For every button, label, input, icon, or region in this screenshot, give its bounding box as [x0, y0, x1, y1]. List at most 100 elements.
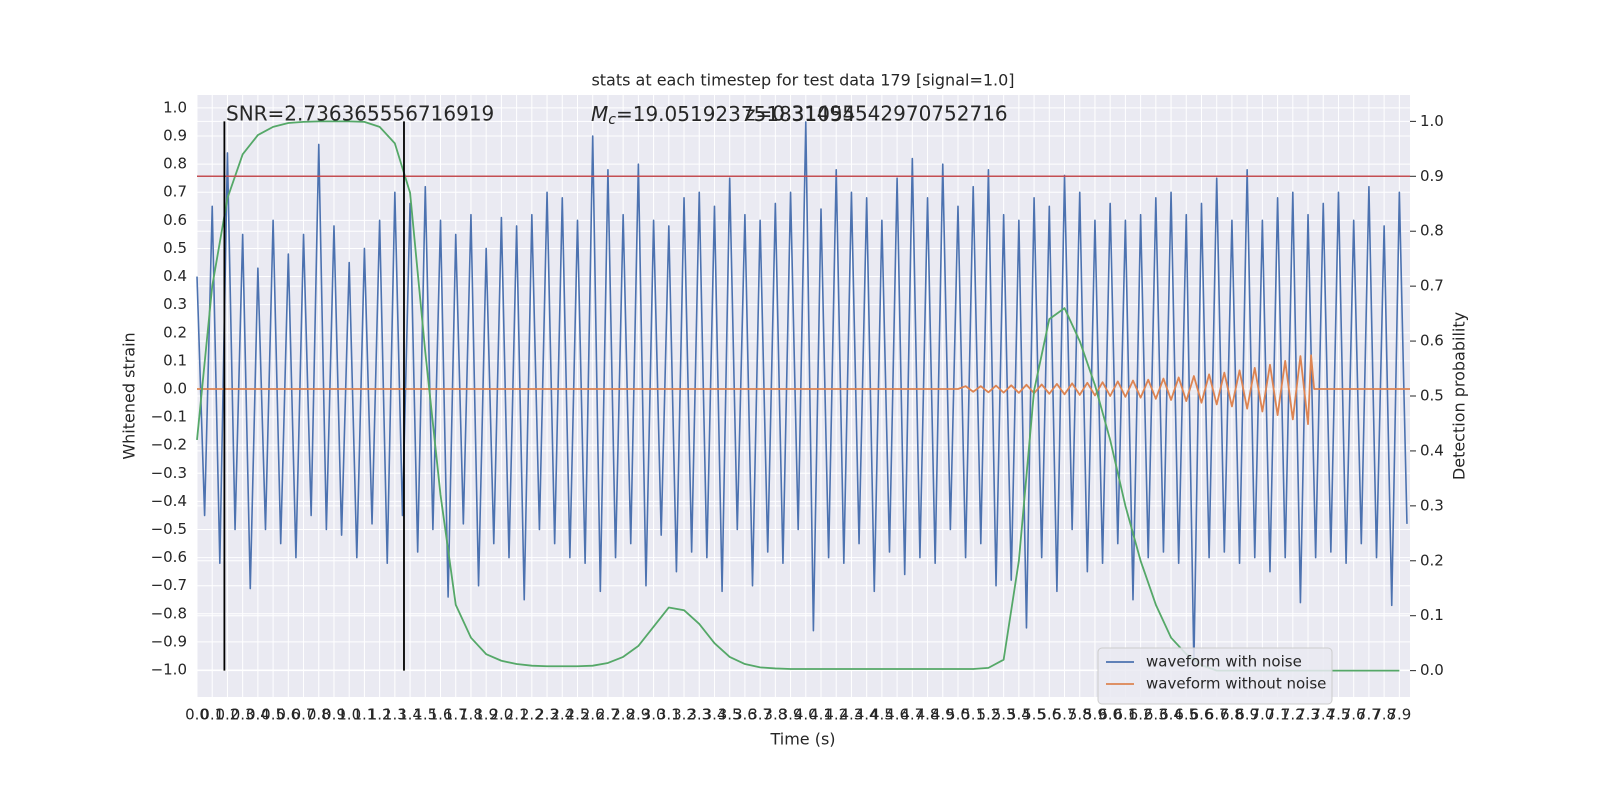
x-tick-label: 1.0	[337, 706, 361, 724]
x-tick-label: 2.5	[566, 706, 590, 724]
x-tick-label: 0.9	[322, 706, 346, 724]
y-tick-label: 0.6	[163, 211, 187, 229]
x-tick-label: 6.4	[1159, 706, 1183, 724]
y-tick-label: 0.0	[163, 379, 187, 397]
marks	[196, 120, 1410, 672]
annotation: SNR=2.736365556716919	[226, 102, 494, 126]
x-tick-label: 1.8	[459, 706, 483, 724]
x-tick-label: 6.9	[1235, 706, 1259, 724]
y-tick-label: 0.5	[163, 239, 187, 257]
y-tick-label: −0.7	[151, 576, 187, 594]
y2-tick-label: 0.7	[1420, 277, 1444, 295]
x-tick-label: 3.0	[642, 706, 666, 724]
x-tick-label: 3.1	[657, 706, 681, 724]
legend: waveform with noise waveform without nois…	[1097, 647, 1333, 705]
series-line	[197, 354, 1410, 425]
x-tick-label: 1.6	[429, 706, 453, 724]
x-tick-label: 2.7	[596, 706, 620, 724]
y2-axis-label: Detection probability	[1450, 312, 1469, 480]
x-tick-label: 7.8	[1372, 706, 1396, 724]
x-tick-label: 7.5	[1327, 706, 1351, 724]
y-tick-label: −0.2	[151, 436, 187, 454]
y-tick-label: −0.9	[151, 632, 187, 650]
x-tick-label: 1.3	[383, 706, 407, 724]
y-tick-label: −0.6	[151, 548, 187, 566]
x-tick-label: 2.1	[505, 706, 529, 724]
x-tick-label: 1.9	[474, 706, 498, 724]
x-tick-label: 3.7	[748, 706, 772, 724]
y-tick-label: 0.9	[163, 127, 187, 145]
y-tick-label: −0.5	[151, 520, 187, 538]
x-tick-label: 5.0	[946, 706, 970, 724]
y2-tick-label: 0.3	[1420, 496, 1444, 514]
y2-tick-label: 0.5	[1420, 387, 1444, 405]
x-tick-label: 7.3	[1296, 706, 1320, 724]
x-tick-label: 5.1	[961, 706, 985, 724]
y2-tick-label: 0.6	[1420, 332, 1444, 350]
x-tick-label: 0.5	[261, 706, 285, 724]
series-line	[196, 121, 1408, 666]
y-tick-label: −0.1	[151, 408, 187, 426]
y-tick-label: 0.4	[163, 267, 187, 285]
x-tick-label: 0.2	[216, 706, 240, 724]
x-tick-label: 3.3	[687, 706, 711, 724]
x-tick-label: 6.5	[1174, 706, 1198, 724]
y-tick-label: 1.0	[163, 98, 187, 116]
x-tick-label: 4.6	[885, 706, 909, 724]
x-tick-label: 0.8	[307, 706, 331, 724]
x-tick-label: 7.9	[1387, 706, 1411, 724]
annotation: Mc=19.051923751831054	[591, 102, 855, 129]
annotation-text: =19.051923751831054	[616, 102, 855, 126]
x-tick-label: 7.2	[1281, 706, 1305, 724]
x-tick-label: 3.5	[718, 706, 742, 724]
y-tick-label: 0.7	[163, 183, 187, 201]
x-tick-label: 1.2	[368, 706, 392, 724]
x-tick-label: 7.0	[1250, 706, 1274, 724]
y-tick-label: −0.8	[151, 604, 187, 622]
y2-tick-label: 0.4	[1420, 441, 1444, 459]
x-tick-label: 5.2	[976, 706, 1000, 724]
x-tick-label: 0.6	[276, 706, 300, 724]
x-tick-label: 5.9	[1083, 706, 1107, 724]
x-tick-label: 3.4	[703, 706, 727, 724]
x-tick-label: 2.4	[550, 706, 574, 724]
x-tick-label: 3.6	[733, 706, 757, 724]
x-tick-label: 4.4	[855, 706, 879, 724]
x-tick-label: 0.7	[292, 706, 316, 724]
x-tick-label: 5.6	[1037, 706, 1061, 724]
x-tick-label: 2.9	[626, 706, 650, 724]
annotation-subscript: c	[608, 112, 616, 128]
x-tick-label: 6.7	[1205, 706, 1229, 724]
x-tick-label: 6.8	[1220, 706, 1244, 724]
y-tick-label: 0.1	[163, 351, 187, 369]
x-tick-label: 0.0	[185, 706, 209, 724]
x-tick-label: 1.4	[398, 706, 422, 724]
x-tick-label: 6.2	[1129, 706, 1153, 724]
x-tick-label: 6.0	[1098, 706, 1122, 724]
x-tick-label: 6.1	[1113, 706, 1137, 724]
x-axis-label: Time (s)	[769, 730, 835, 749]
x-tick-label: 3.9	[779, 706, 803, 724]
x-tick-label: 7.1	[1266, 706, 1290, 724]
y2-tick-label: 0.8	[1420, 222, 1444, 240]
y-axis-label: Whitened strain	[120, 332, 139, 459]
x-tick-label: 4.2	[824, 706, 848, 724]
x-tick-label: 1.7	[444, 706, 468, 724]
x-tick-label: 5.4	[1007, 706, 1031, 724]
annotation-symbol: M	[591, 102, 608, 126]
y2-tick-label: 1.0	[1420, 112, 1444, 130]
legend-label: waveform without noise	[1146, 675, 1326, 693]
x-tick-label: 7.7	[1357, 706, 1381, 724]
x-tick-label: 6.3	[1144, 706, 1168, 724]
x-tick-label: 3.2	[672, 706, 696, 724]
x-tick-label: 5.3	[992, 706, 1016, 724]
y-tick-label: 0.3	[163, 295, 187, 313]
x-tick-label: 0.4	[246, 706, 270, 724]
x-tick-label: 4.0	[794, 706, 818, 724]
legend-box	[1097, 647, 1333, 705]
x-tick-label: 4.5	[870, 706, 894, 724]
y-tick-label: −1.0	[151, 661, 187, 679]
x-tick-label: 7.4	[1311, 706, 1335, 724]
x-tick-label: 0.1	[200, 706, 224, 724]
